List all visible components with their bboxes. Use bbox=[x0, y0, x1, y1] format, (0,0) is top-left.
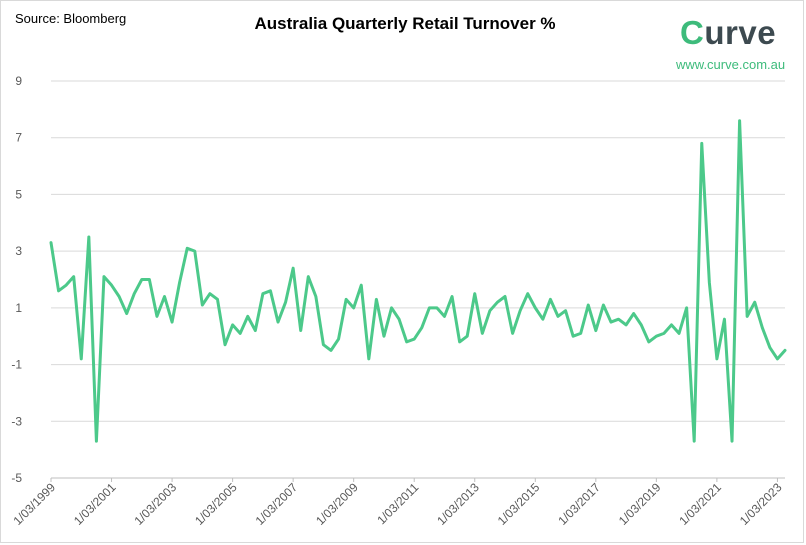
logo-wordmark: Curve bbox=[680, 13, 776, 53]
x-tick-label: 1/03/2007 bbox=[253, 480, 301, 528]
series-group bbox=[49, 119, 787, 443]
logo-rest: urve bbox=[704, 14, 777, 51]
y-tick-label: 1 bbox=[15, 301, 22, 315]
x-tick-label: 1/03/2013 bbox=[434, 480, 482, 528]
y-tick-label: -5 bbox=[11, 471, 22, 485]
y-tick-label: -3 bbox=[11, 414, 22, 428]
y-axis-ticks: 9 7 5 3 1 -1 -3 -5 bbox=[11, 74, 22, 485]
x-tick-label: 1/03/2017 bbox=[555, 480, 603, 528]
x-tick-label: 1/03/2023 bbox=[737, 480, 785, 528]
source-label: Source: Bloomberg bbox=[15, 11, 127, 26]
curve-logo: Curve bbox=[680, 13, 790, 53]
x-axis-tick-marks bbox=[50, 478, 778, 482]
series-line bbox=[49, 119, 787, 443]
x-tick-label: 1/03/2001 bbox=[71, 480, 119, 528]
x-tick-label: 1/03/2009 bbox=[313, 480, 361, 528]
x-axis-tick-labels: 1/03/1999 1/03/2001 1/03/2003 1/03/2005 1/03… bbox=[10, 480, 784, 528]
y-tick-label: -1 bbox=[11, 358, 22, 372]
x-tick-label: 1/03/2019 bbox=[616, 480, 664, 528]
website-label: www.curve.com.au bbox=[676, 57, 786, 72]
x-tick-label: 1/03/2011 bbox=[374, 480, 421, 527]
chart-title-text: Australia Quarterly Retail Turnover % bbox=[254, 14, 556, 33]
x-tick-label: 1/03/2021 bbox=[676, 480, 724, 528]
y-tick-label: 5 bbox=[15, 187, 22, 201]
logo-c-glyph: C bbox=[680, 14, 705, 51]
x-tick-label: 1/03/2015 bbox=[495, 480, 543, 528]
y-tick-label: 9 bbox=[15, 74, 22, 88]
y-tick-label: 3 bbox=[15, 244, 22, 258]
x-tick-label: 1/03/2005 bbox=[192, 480, 240, 528]
chart-title: Australia Quarterly Retail Turnover % bbox=[0, 14, 806, 34]
y-tick-label: 7 bbox=[15, 131, 22, 145]
x-tick-label: 1/03/1999 bbox=[10, 480, 58, 528]
x-tick-label: 1/03/2003 bbox=[132, 480, 180, 528]
gridlines bbox=[51, 80, 785, 479]
